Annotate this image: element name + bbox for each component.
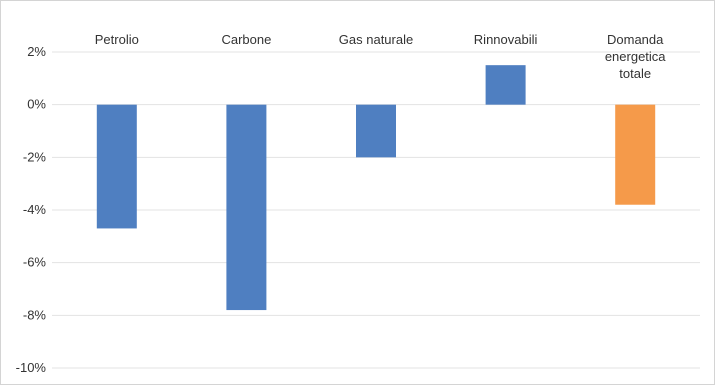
category-label-line: Gas naturale <box>339 32 413 47</box>
bar-petrolio <box>96 104 137 229</box>
category-label: Carbone <box>221 32 271 47</box>
category-label-line: energetica <box>605 49 666 64</box>
bar-rinnovabili <box>485 65 526 105</box>
y-tick-label: -8% <box>23 307 47 322</box>
y-axis-tick-labels: 2% 0% -2% -4% -6% -8% -10% <box>16 44 47 375</box>
category-label: Rinnovabili <box>474 32 538 47</box>
y-tick-label: -6% <box>23 255 47 270</box>
bar-carbone <box>226 104 267 311</box>
category-label-line: Rinnovabili <box>474 32 538 47</box>
y-tick-label: 2% <box>27 44 46 59</box>
category-label-line: Domanda <box>607 32 664 47</box>
category-label: Domanda energetica totale <box>605 32 666 81</box>
category-label-line: totale <box>619 66 651 81</box>
category-label-line: Petrolio <box>95 32 139 47</box>
bar-domanda-energetica-totale <box>615 104 656 205</box>
y-tick-label: -4% <box>23 202 47 217</box>
category-labels: Petrolio Carbone Gas naturale Rinnovabili Do… <box>95 32 667 81</box>
y-tick-label: 0% <box>27 97 46 112</box>
y-tick-label: -2% <box>23 149 47 164</box>
y-tick-label: -10% <box>16 360 47 375</box>
bar-gas-naturale <box>356 104 396 158</box>
bars <box>96 65 656 311</box>
gridlines <box>52 51 700 369</box>
category-label: Petrolio <box>95 32 139 47</box>
category-label: Gas naturale <box>339 32 413 47</box>
category-label-line: Carbone <box>221 32 271 47</box>
